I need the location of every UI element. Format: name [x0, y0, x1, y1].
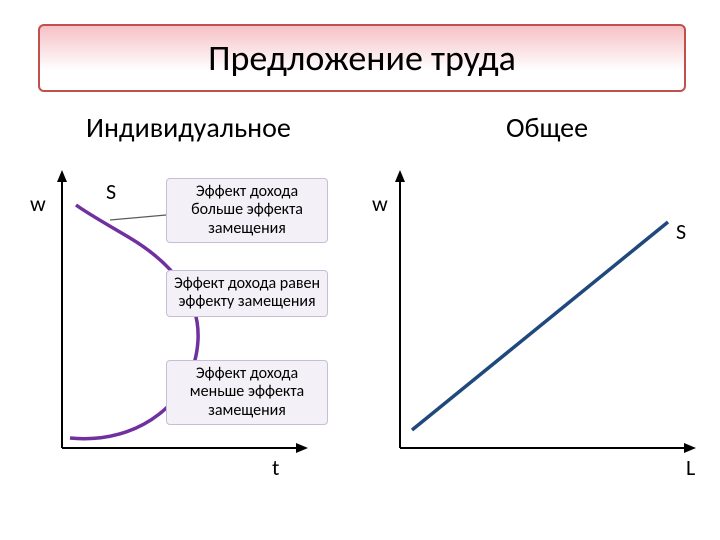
right-supply-line [412, 222, 668, 430]
right-x-label: L [686, 454, 695, 481]
right-y-arrow [395, 170, 405, 182]
right-y-label: w [372, 190, 388, 217]
right-curve-label: S [676, 218, 686, 245]
right-x-arrow [684, 443, 696, 453]
right-plot [0, 0, 720, 540]
